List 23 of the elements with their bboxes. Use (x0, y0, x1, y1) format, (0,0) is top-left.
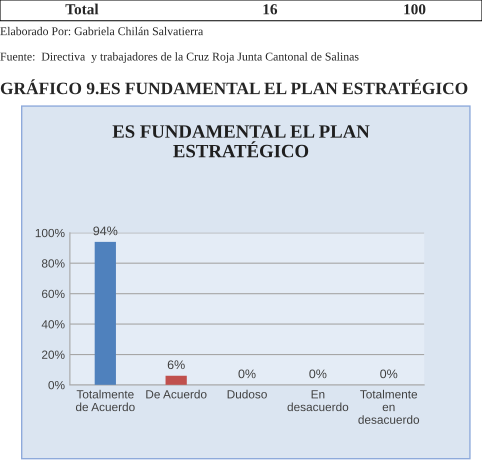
text: 100 (404, 4, 426, 14)
y-tick-label: 40% (42, 320, 65, 328)
y-tick-label: 0% (48, 380, 65, 390)
chart-title: ES FUNDAMENTAL EL PLAN ESTRATÉGICO (112, 125, 370, 158)
data-label: 0% (309, 369, 326, 378)
data-label: 6% (168, 360, 185, 370)
data-label: 0% (238, 369, 256, 378)
y-tick-label: 80% (42, 259, 65, 268)
y-tick-label: 60% (42, 290, 65, 298)
x-tick-label: En desacuerdo (288, 390, 348, 412)
text: GRÁFICO 9.ES FUNDAMENTAL EL PLAN ESTRATÉGICO (0, 79, 468, 94)
text: Total (65, 4, 98, 14)
text: 16 (264, 4, 278, 14)
source-note: Fuente: Directiva y trabajadores de la Cruz Roja Junta Cantonal de Salinas (0, 52, 359, 63)
y-tick-label: 20% (42, 350, 65, 359)
data-label: 0% (380, 369, 398, 378)
x-tick-label: De Acuerdo (146, 390, 207, 398)
data-label: 94% (93, 226, 118, 236)
text: Elaborado Por: Gabriela Chilán Salvatierra (0, 26, 204, 36)
x-tick-label: Totalmente en desacuerdo (358, 390, 420, 424)
x-tick-label: Dudoso (228, 390, 267, 398)
x-tick-label: Totalmente de Acuerdo (76, 390, 135, 412)
y-tick-label: 100% (36, 228, 65, 238)
